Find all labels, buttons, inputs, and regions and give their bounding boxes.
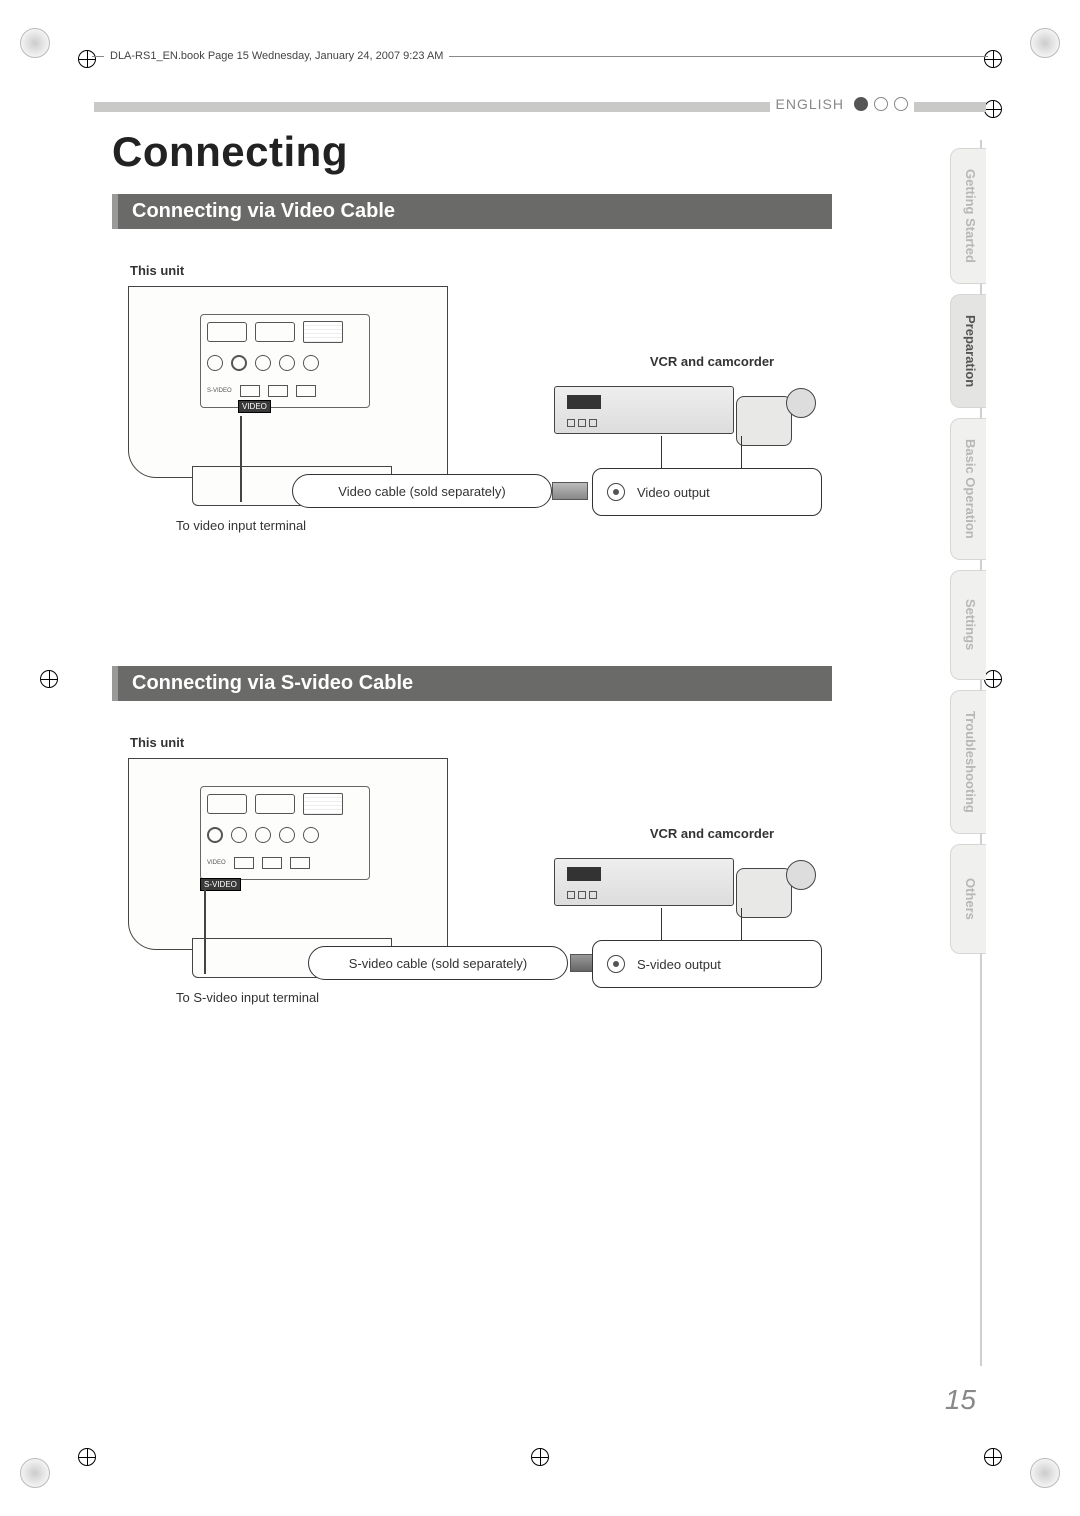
terminal-label: To S-video input terminal (176, 990, 319, 1005)
svideo-port-icon (207, 355, 223, 371)
output-label: S-video output (637, 957, 721, 972)
registration-mark (984, 670, 1002, 688)
rs232-port-icon (303, 321, 343, 343)
tab-settings[interactable]: Settings (950, 570, 986, 680)
svideo-port-icon (207, 827, 223, 843)
page-title: Connecting (112, 128, 832, 176)
tab-others[interactable]: Others (950, 844, 986, 954)
vcr-illustration (554, 386, 734, 434)
language-label: ENGLISH (776, 96, 844, 112)
crop-mark (1030, 28, 1060, 58)
terminal-label: To video input terminal (176, 518, 306, 533)
content-column: Connecting Connecting via Video Cable Th… (112, 124, 832, 1138)
registration-mark (78, 1448, 96, 1466)
hdmi-port-icon (255, 794, 295, 814)
port-panel: S-VIDEO (200, 314, 370, 408)
tab-preparation[interactable]: Preparation (950, 294, 986, 408)
crop-mark (20, 1458, 50, 1488)
connector-line (741, 908, 742, 942)
language-dots (854, 97, 908, 111)
rca-jack-icon (607, 483, 625, 501)
dot-icon (854, 97, 868, 111)
registration-mark (78, 50, 96, 68)
tab-troubleshooting[interactable]: Troubleshooting (950, 690, 986, 834)
vcr-illustration (554, 858, 734, 906)
rca-port-icon (303, 355, 319, 371)
dot-icon (874, 97, 888, 111)
port-label: S-VIDEO (207, 388, 232, 394)
source-label: VCR and camcorder (602, 826, 822, 841)
connector-line (661, 908, 662, 942)
video-port-icon (231, 355, 247, 371)
rca-port-icon (279, 355, 295, 371)
registration-mark (984, 1448, 1002, 1466)
dot-icon (894, 97, 908, 111)
language-row: ENGLISH (770, 96, 914, 112)
cable-label-box: Video cable (sold separately) (292, 474, 552, 508)
registration-mark (531, 1448, 549, 1466)
port-label: VIDEO (207, 860, 226, 866)
cable-line (204, 888, 218, 974)
unit-label: This unit (130, 263, 832, 278)
diagram-svideo: VIDEO S-VIDEO S-video cable (sold separa… (112, 758, 832, 1068)
connector-line (741, 436, 742, 470)
crop-mark (20, 28, 50, 58)
section-heading-svideo: Connecting via S-video Cable (112, 666, 832, 701)
rs232-port-icon (303, 793, 343, 815)
svideo-jack-icon (607, 955, 625, 973)
sync-port-icon (268, 385, 288, 397)
section-heading-video: Connecting via Video Cable (112, 194, 832, 229)
cable-label-box: S-video cable (sold separately) (308, 946, 568, 980)
rca-port-icon (279, 827, 295, 843)
output-box: S-video output (592, 940, 822, 988)
diagram-video: S-VIDEO VIDEO Video cable (sold separate… (112, 286, 832, 596)
projector-illustration: S-VIDEO (128, 286, 448, 506)
rca-port-icon (303, 827, 319, 843)
cable-label: S-video cable (sold separately) (349, 956, 527, 971)
cable-label: Video cable (sold separately) (338, 484, 505, 499)
header-footer-text: DLA-RS1_EN.book Page 15 Wednesday, Janua… (104, 50, 449, 62)
registration-mark (984, 50, 1002, 68)
camcorder-illustration (736, 378, 816, 446)
tab-getting-started[interactable]: Getting Started (950, 148, 986, 284)
tab-basic-operation[interactable]: Basic Operation (950, 418, 986, 560)
side-tabs: Getting Started Preparation Basic Operat… (950, 148, 986, 954)
sync-port-icon (290, 857, 310, 869)
rca-port-icon (255, 355, 271, 371)
source-label: VCR and camcorder (602, 354, 822, 369)
projector-illustration: VIDEO (128, 758, 448, 978)
output-label: Video output (637, 485, 710, 500)
sync-port-icon (262, 857, 282, 869)
cable-plug-icon (552, 482, 588, 500)
output-box: Video output (592, 468, 822, 516)
cable-line (240, 416, 254, 502)
crop-mark (1030, 1458, 1060, 1488)
registration-mark (984, 100, 1002, 118)
video-port-icon (231, 827, 247, 843)
unit-label: This unit (130, 735, 832, 750)
camcorder-illustration (736, 850, 816, 918)
sync-port-icon (240, 385, 260, 397)
port-panel: VIDEO (200, 786, 370, 880)
page-number: 15 (945, 1384, 976, 1416)
hdmi-port-icon (255, 322, 295, 342)
registration-mark (40, 670, 58, 688)
port-highlight: VIDEO (238, 400, 271, 413)
sync-port-icon (234, 857, 254, 869)
hdmi-port-icon (207, 794, 247, 814)
connector-line (661, 436, 662, 470)
sync-port-icon (296, 385, 316, 397)
page-frame: ENGLISH Connecting Connecting via Video … (94, 80, 986, 1436)
rca-port-icon (255, 827, 271, 843)
hdmi-port-icon (207, 322, 247, 342)
